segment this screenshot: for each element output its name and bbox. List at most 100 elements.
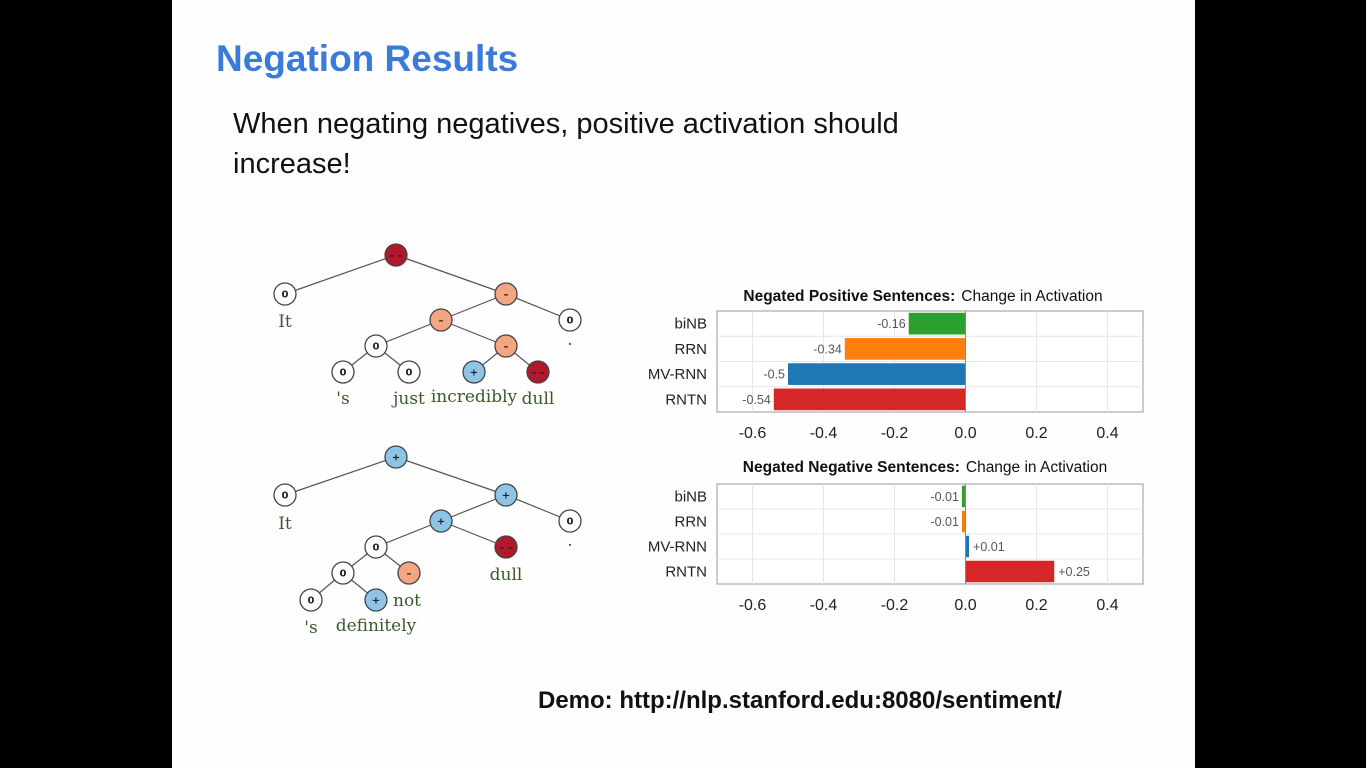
tree2: +0 +0 + – – 0 0 – 0 + It 's definitely not dull. — [273, 445, 582, 638]
x-tick-label: -0.6 — [739, 597, 767, 614]
x-tick-label: -0.6 — [739, 425, 767, 442]
tree-node-neutral — [364, 535, 388, 559]
tree-word: . — [567, 330, 572, 350]
tree-node-neutral — [364, 334, 388, 358]
slide-body-text: When negating negatives, positive activa… — [233, 108, 899, 180]
value-label: -0.16 — [877, 317, 906, 331]
tree-word: . — [567, 531, 572, 551]
category-label: RNTN — [665, 564, 707, 581]
category-label: MV-RNN — [648, 366, 707, 383]
tree-word: definitely — [336, 616, 417, 636]
bar-rntn — [965, 560, 1055, 583]
tree-node-symbol: 0 — [373, 342, 380, 353]
value-label: -0.5 — [763, 368, 785, 382]
tree-node-symbol: – — [439, 316, 444, 327]
chart-title-bold: Negated Positive Sentences: — [743, 288, 955, 305]
tree-edge — [395, 254, 507, 295]
tree-word: incredibly — [431, 387, 518, 407]
tree-node-symbol: 0 — [406, 368, 413, 379]
chart-2: Negated Negative Sentences: Change in Act… — [648, 459, 1144, 614]
x-tick-label: -0.2 — [881, 597, 909, 614]
tree-node-positive — [384, 445, 408, 469]
chart-title-bold: Negated Negative Sentences: — [743, 459, 960, 476]
tree-node-very_negative — [384, 243, 408, 267]
tree-edge — [440, 520, 507, 548]
tree-node-negative — [494, 334, 518, 358]
tree-word: just — [391, 389, 425, 409]
x-tick-label: 0.4 — [1096, 425, 1118, 442]
tree-node-neutral — [299, 588, 323, 612]
tree-node-symbol: 0 — [282, 290, 289, 301]
tree-edge — [440, 494, 507, 522]
demo-link[interactable]: Demo: http://nlp.stanford.edu:8080/senti… — [538, 687, 1063, 714]
value-label: -0.01 — [930, 490, 959, 504]
chart-title-rest: Change in Activation — [966, 459, 1107, 476]
chart-title: Negated Positive Sentences: Change in Act… — [743, 288, 1102, 305]
tree-node-symbol: 0 — [340, 368, 347, 379]
tree-node-symbol: 0 — [282, 491, 289, 502]
bar-binb — [961, 485, 966, 508]
tree-edge — [375, 319, 442, 347]
tree-node-neutral — [558, 509, 582, 533]
category-label: RRN — [675, 341, 708, 358]
tree-node-symbol: 0 — [567, 316, 574, 327]
tree-word: dull — [522, 389, 555, 409]
x-tick-label: 0.0 — [954, 425, 976, 442]
category-label: biNB — [674, 316, 707, 333]
tree-node-negative — [397, 561, 421, 585]
tree-node-positive — [494, 483, 518, 507]
tree-node-neutral — [331, 561, 355, 585]
x-tick-label: -0.4 — [810, 425, 838, 442]
tree-node-symbol: – — [407, 569, 412, 580]
bar-mv-rnn — [788, 363, 966, 385]
tree-node-positive — [462, 360, 486, 384]
tree-node-positive — [364, 588, 388, 612]
tree-node-neutral — [331, 360, 355, 384]
tree-word: dull — [490, 565, 523, 585]
slide-title: Negation Results — [216, 38, 519, 79]
tree-node-symbol: – — [504, 290, 509, 301]
tree-node-neutral — [558, 308, 582, 332]
value-label: -0.34 — [813, 342, 842, 356]
tree-node-very_negative — [494, 535, 518, 559]
tree-node-symbol: – – — [531, 368, 544, 379]
tree-node-symbol: – – — [499, 543, 512, 554]
tree-node-very_negative — [526, 360, 550, 384]
tree-edge — [395, 456, 507, 496]
tree-node-symbol: + — [392, 453, 400, 464]
tree-node-symbol: + — [437, 517, 445, 528]
value-label: +0.25 — [1058, 565, 1090, 579]
tree-word: It — [278, 312, 292, 332]
tree-node-symbol: – — [504, 342, 509, 353]
tree-node-negative — [429, 308, 453, 332]
tree-node-negative — [494, 282, 518, 306]
category-label: RNTN — [665, 391, 707, 408]
value-label: -0.54 — [742, 393, 771, 407]
tree-edge — [440, 319, 507, 347]
tree-node-symbol: + — [502, 491, 510, 502]
chart-1: Negated Positive Sentences: Change in Act… — [648, 288, 1144, 442]
category-label: RRN — [675, 514, 708, 531]
x-tick-label: -0.4 — [810, 597, 838, 614]
bar-binb — [908, 312, 966, 335]
x-tick-label: 0.2 — [1025, 425, 1047, 442]
tree-edge — [284, 456, 397, 496]
tree-node-symbol: 0 — [373, 543, 380, 554]
x-tick-label: 0.2 — [1025, 597, 1047, 614]
x-tick-label: 0.4 — [1096, 597, 1118, 614]
bar-rrn — [844, 338, 966, 360]
tree-node-symbol: 0 — [340, 569, 347, 580]
tree-node-symbol: 0 — [567, 517, 574, 528]
category-label: MV-RNN — [648, 539, 707, 556]
bar-mv-rnn — [965, 535, 970, 558]
slide: Negation Results When negating negatives… — [172, 0, 1195, 768]
value-label: -0.01 — [930, 515, 959, 529]
tree-node-neutral — [273, 282, 297, 306]
chart-title-rest: Change in Activation — [961, 288, 1102, 305]
category-label: biNB — [674, 489, 707, 506]
tree-word: 's — [304, 618, 317, 638]
x-tick-label: -0.2 — [881, 425, 909, 442]
tree-node-symbol: – – — [389, 251, 402, 262]
chart-title: Negated Negative Sentences: Change in Act… — [743, 459, 1107, 476]
tree-node-neutral — [397, 360, 421, 384]
